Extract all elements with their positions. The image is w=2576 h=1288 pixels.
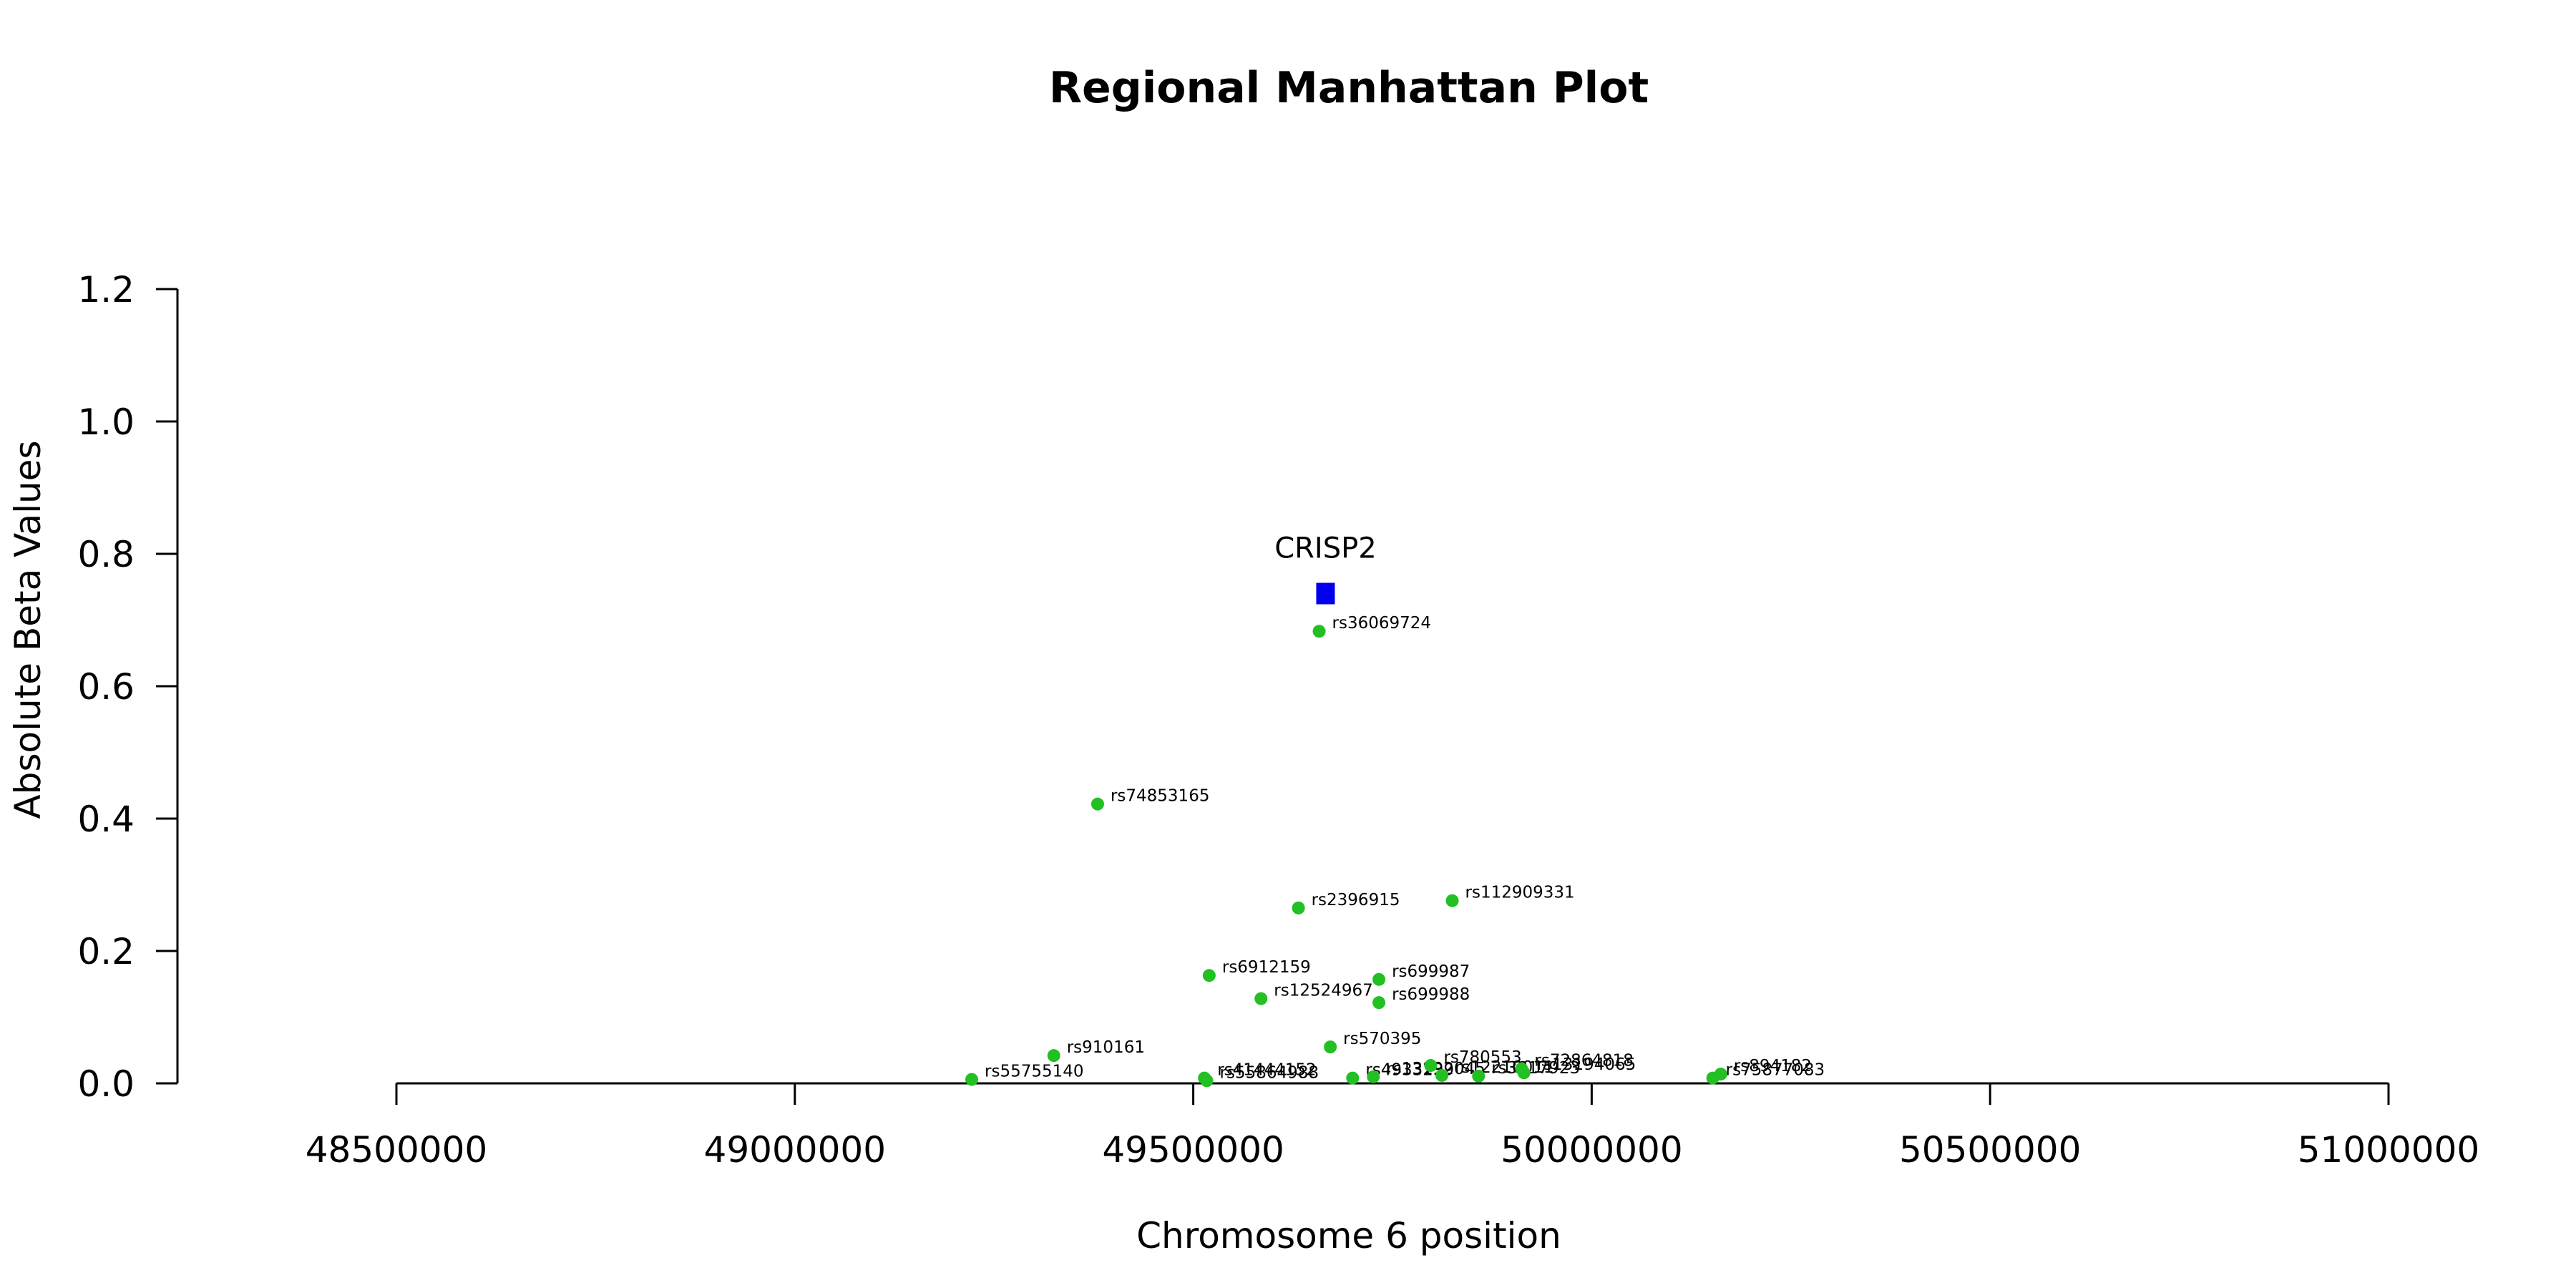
y-tick-label: 0.0 <box>77 1063 135 1105</box>
snp-label: rs2396915 <box>1312 891 1400 909</box>
snp-point <box>1254 992 1268 1005</box>
x-tick-label: 49500000 <box>1102 1129 1284 1171</box>
x-tick-label: 49000000 <box>704 1129 887 1171</box>
snp-label: rs13194065 <box>1537 1055 1636 1074</box>
snp-point <box>1091 797 1104 811</box>
snp-point <box>1472 1069 1485 1083</box>
snp-point <box>1202 969 1216 982</box>
data-points: rs36069724 rs74853165 rs2396915 rs112909331… <box>965 614 1825 1088</box>
snp-label: rs72864818 <box>1534 1052 1634 1070</box>
gene-marker-layer: CRISP2 <box>1274 532 1377 605</box>
snp-label: rs41444152 <box>1217 1061 1317 1080</box>
snp-point <box>1292 901 1305 914</box>
snp-point <box>1312 625 1326 638</box>
snp-point <box>1706 1071 1719 1085</box>
snp-point <box>1346 1071 1360 1085</box>
snp-label: rs570395 <box>1343 1030 1421 1048</box>
snp-point <box>1324 1040 1337 1054</box>
y-tick-label: 1.2 <box>77 269 135 311</box>
snp-label: rs6912159 <box>1222 958 1311 977</box>
x-tick-label: 51000000 <box>2298 1129 2480 1171</box>
chart-title: Regional Manhattan Plot <box>1049 63 1649 113</box>
snp-label: rs112909331 <box>1465 884 1575 902</box>
snp-label: rs910161 <box>1067 1038 1145 1057</box>
gene-marker <box>1316 582 1335 605</box>
x-tick-label: 48500000 <box>306 1129 488 1171</box>
snp-point <box>1047 1049 1060 1063</box>
snp-point <box>1517 1066 1531 1080</box>
snp-label: rs12210011 <box>1455 1058 1554 1077</box>
snp-label: rs3817923 <box>1491 1059 1580 1078</box>
y-tick-label: 0.4 <box>77 799 135 840</box>
snp-label: rs699987 <box>1392 962 1470 981</box>
y-tick-label: 1.0 <box>77 401 135 443</box>
y-tick-label: 0.8 <box>77 534 135 575</box>
snp-point <box>1372 972 1386 986</box>
snp-point <box>1200 1074 1214 1088</box>
snp-label: rs894182 <box>1734 1057 1812 1075</box>
snp-label: rs36069724 <box>1332 614 1432 633</box>
snp-point <box>965 1073 979 1086</box>
snp-label: rs55864988 <box>1220 1063 1319 1082</box>
snp-point <box>1367 1070 1380 1083</box>
x-tick-label: 50000000 <box>1501 1129 1683 1171</box>
snp-point <box>1372 996 1386 1010</box>
snp-label: rs12524967 <box>1274 982 1373 1000</box>
gene-label: CRISP2 <box>1274 532 1376 565</box>
x-axis-label: Chromosome 6 position <box>1136 1215 1561 1257</box>
snp-label: rs780553 <box>1443 1048 1521 1067</box>
snp-point <box>1445 894 1459 907</box>
snp-label: rs75877083 <box>1726 1061 1825 1080</box>
snp-point <box>1424 1059 1438 1073</box>
x-tick-label: 50500000 <box>1899 1129 2082 1171</box>
y-tick-label: 0.2 <box>77 931 135 972</box>
snp-point <box>1435 1068 1449 1082</box>
y-tick-label: 0.6 <box>77 666 135 708</box>
y-axis-label: Absolute Beta Values <box>7 441 49 819</box>
snp-label: rs699988 <box>1392 985 1470 1004</box>
snp-label: rs55755140 <box>985 1062 1084 1080</box>
axes: 48500000 49000000 49500000 50000000 50500000… <box>77 269 2479 1171</box>
snp-label: rs74853165 <box>1111 787 1210 806</box>
